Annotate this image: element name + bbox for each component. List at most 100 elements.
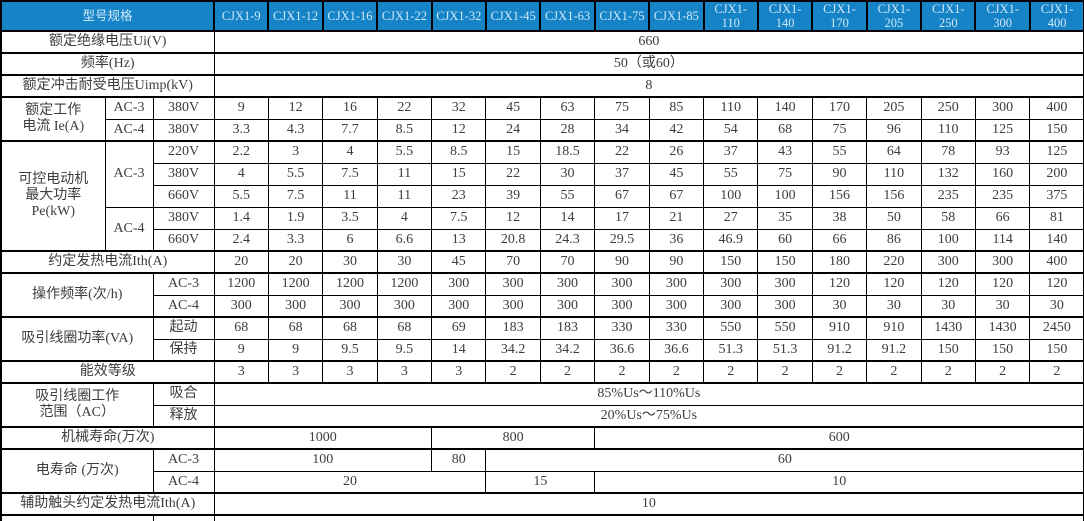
value-cell: 2: [485, 360, 541, 384]
value-cell: 36: [648, 228, 705, 252]
value-cell: 36.6: [648, 338, 705, 362]
value-cell: 3.3: [213, 118, 269, 142]
label-coil-operating-range: 吸引线圈工作 范围（AC）: [0, 382, 154, 428]
row-label: [0, 514, 154, 521]
value-cell: 20.8: [485, 228, 541, 252]
value-cell: 30: [811, 294, 868, 318]
sub-label: 380V: [152, 96, 215, 120]
value-cell: 15: [485, 140, 541, 164]
value-cell: 150: [974, 338, 1031, 362]
value-cell: 4: [213, 162, 269, 186]
value-cell: 63: [539, 96, 596, 120]
model-header: CJX1-170: [811, 0, 868, 32]
sub-label: 释放: [152, 404, 215, 428]
value-cell: 300: [648, 294, 705, 318]
row-label: 660: [213, 30, 1084, 54]
row-label: 20%Us～75%Us: [213, 404, 1084, 428]
value-cell: 150: [1029, 338, 1084, 362]
value-cell: 3: [213, 360, 269, 384]
value-cell: 1200: [322, 272, 378, 296]
value-cell: 51.3: [703, 338, 759, 362]
sub-label: AC-3: [104, 96, 154, 120]
value-cell: 30: [866, 294, 922, 318]
value-cell: 2: [539, 360, 596, 384]
sub-label: 380V: [152, 118, 215, 142]
value-cell: 4.3: [267, 118, 324, 142]
value-cell: 51.3: [757, 338, 813, 362]
sub-label: 保持: [152, 338, 215, 362]
value-cell: 132: [920, 162, 976, 186]
value-cell: 2: [920, 360, 976, 384]
value-cell: 68: [267, 316, 324, 340]
value-cell: 120: [974, 272, 1031, 296]
value-cell: 18.5: [539, 140, 596, 164]
value-cell: 2: [594, 360, 650, 384]
table-row: AC-4 380V 1.4 1.9 3.5 4 7.5 12 14 17 21 27 35 38 50 58 6…: [1, 206, 1084, 252]
value-cell: 300: [757, 272, 813, 296]
value-cell: 36.6: [594, 338, 650, 362]
table-row: 频率(Hz) 50（或60）: [0, 52, 1084, 76]
value-cell: 330: [648, 316, 705, 340]
value-cell: 30: [920, 294, 976, 318]
row-label: 60: [485, 448, 1084, 472]
table-row: 能效等级 3 3 3 3 3 2 2 2 2 2 2 2 2 2 2 2: [0, 360, 1084, 384]
row-label: 10: [594, 470, 1084, 494]
value-cell: 30: [376, 250, 433, 274]
value-cell: 54: [703, 118, 759, 142]
value-cell: 7.5: [322, 162, 378, 186]
value-cell: 3: [431, 360, 487, 384]
table-row: 电寿命 (万次) AC-3 100 80 60: [0, 448, 1084, 494]
table-row: AC-4 300 300 300 300 300 300 300 300 300 300 300 30 3…: [1, 294, 1084, 318]
value-cell: 30: [974, 294, 1031, 318]
sub-label: AC-3: [152, 448, 215, 472]
value-cell: 120: [1029, 272, 1084, 296]
value-cell: 68: [322, 316, 378, 340]
value-cell: 910: [866, 316, 922, 340]
value-cell: 78: [920, 140, 976, 164]
value-cell: 11: [376, 162, 433, 186]
sub-label: 380V: [152, 162, 215, 186]
row-label: 85%Us～110%Us: [213, 382, 1084, 406]
value-cell: 1430: [974, 316, 1031, 340]
row-label: 15: [485, 470, 596, 494]
table-row: 保持 9 9 9.5 9.5 14 34.2 34.2 36.6 36.6 51.3 51.3 91.2…: [1, 338, 1084, 362]
value-cell: 24: [485, 118, 541, 142]
value-cell: 9: [213, 96, 269, 120]
value-cell: 550: [703, 316, 759, 340]
value-cell: 39: [485, 184, 541, 208]
value-cell: 300: [539, 294, 596, 318]
value-cell: 12: [267, 96, 324, 120]
value-cell: 2: [648, 360, 705, 384]
value-cell: 2450: [1029, 316, 1084, 340]
value-cell: 100: [703, 184, 759, 208]
value-cell: 1200: [267, 272, 324, 296]
value-cell: 34.2: [485, 338, 541, 362]
value-cell: 300: [703, 272, 759, 296]
label-energy-efficiency-grade: 能效等级: [0, 360, 215, 384]
value-cell: 46.9: [703, 228, 759, 252]
value-cell: 91.2: [811, 338, 868, 362]
value-cell: 3: [322, 360, 378, 384]
value-cell: 2: [1029, 360, 1084, 384]
value-cell: 300: [974, 96, 1031, 120]
value-cell: 150: [757, 250, 813, 274]
table-row: 吸引线圈功率(VA) 起动 68 68 68 68 69 183 183 330 330 550 550…: [0, 316, 1084, 362]
value-cell: 70: [485, 250, 541, 274]
model-header: CJX1-75: [593, 0, 651, 32]
value-cell: 120: [866, 272, 922, 296]
value-cell: 1.4: [213, 206, 269, 230]
value-cell: 140: [1029, 228, 1084, 252]
value-cell: 12: [485, 206, 541, 230]
value-cell: 90: [811, 162, 868, 186]
value-cell: 23: [431, 184, 487, 208]
value-cell: 205: [866, 96, 922, 120]
model-header: CJX1-32: [430, 0, 487, 32]
value-cell: 27: [703, 206, 759, 230]
value-cell: 110: [703, 96, 759, 120]
value-cell: 150: [1029, 118, 1084, 142]
row-label: 8: [213, 74, 1084, 98]
value-cell: 1.9: [267, 206, 324, 230]
value-cell: 4: [376, 206, 433, 230]
table-row: 380V 4 5.5 7.5 11 15 22 30 37 45 55 75 90 110 132 160 20…: [1, 162, 1084, 186]
model-header: CJX1-400: [1028, 0, 1084, 32]
